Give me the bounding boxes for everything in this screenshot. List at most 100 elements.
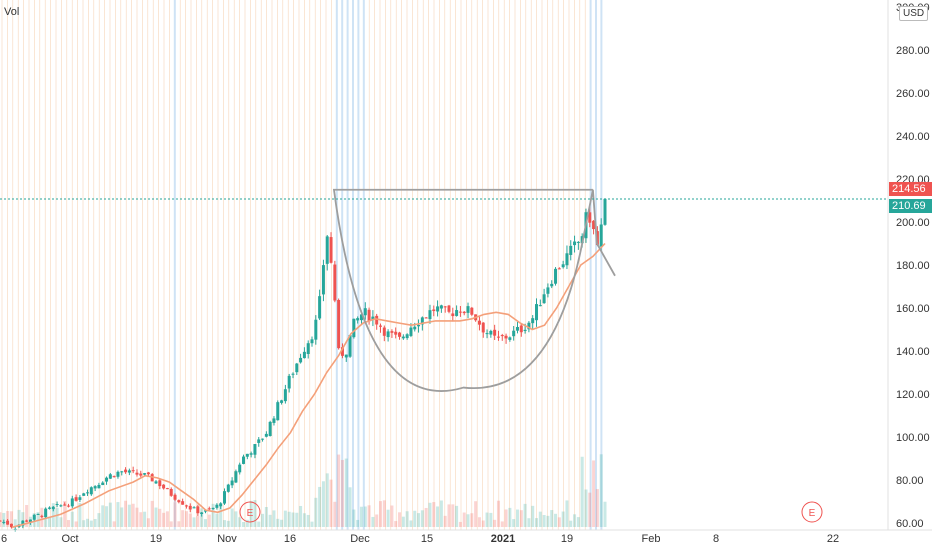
price-axis[interactable]: 60.00 80.00 100.00 120.00 140.00 160.00 180.00… <box>896 2 930 530</box>
candle-body <box>291 373 295 375</box>
candle-body <box>272 418 276 423</box>
volume-bar <box>146 518 150 527</box>
time-tick-label: 6 <box>1 533 7 545</box>
candle-body <box>390 331 394 333</box>
candle-body <box>314 319 318 340</box>
volume-bar <box>124 500 128 527</box>
candlesticks <box>0 198 607 532</box>
volume-bar <box>253 500 257 527</box>
earnings-marker-2[interactable]: E <box>801 501 823 523</box>
volume-bar <box>489 512 493 527</box>
volume-bar <box>527 518 531 527</box>
candle-body <box>13 528 17 530</box>
volume-bar <box>451 504 455 527</box>
volume-bar <box>515 509 519 527</box>
candle-body <box>382 327 386 336</box>
volume-bar <box>356 519 360 527</box>
volume-bar <box>135 507 139 527</box>
volume-bar <box>550 510 554 527</box>
candle-body <box>120 471 124 473</box>
candle-body <box>101 482 105 486</box>
time-axis[interactable]: 6 Oct 19 Nov 16 Dec 15 2021 19 Feb 8 22 <box>1 533 839 545</box>
candle-body <box>200 512 204 514</box>
price-tick-label: 180.00 <box>896 260 930 272</box>
earnings-marker-1[interactable]: E <box>239 501 261 523</box>
candle-body <box>379 325 383 327</box>
currency-badge[interactable]: USD <box>899 6 929 21</box>
candle-body <box>424 317 428 319</box>
volume-bar <box>603 501 607 527</box>
volume-bar <box>44 512 48 527</box>
time-tick-label: Feb <box>642 533 661 545</box>
candle-body <box>546 287 550 294</box>
candle-body <box>230 480 234 486</box>
candle-body <box>515 326 519 331</box>
volume-bar <box>78 502 82 527</box>
candle-body <box>124 469 128 473</box>
volume-bar <box>6 511 10 527</box>
time-tick-label: 2021 <box>491 533 515 545</box>
candle-body <box>222 491 226 504</box>
candle-body <box>405 334 409 339</box>
volume-bar <box>162 512 166 527</box>
candle-body <box>257 439 261 443</box>
price-tick-label: 160.00 <box>896 303 930 315</box>
volume-bar <box>576 517 580 527</box>
volume-bar <box>47 516 51 527</box>
candle-body <box>340 347 344 356</box>
volume-bar <box>21 512 25 527</box>
candle-body <box>47 507 51 509</box>
candle-body <box>329 237 333 263</box>
volume-bar <box>196 515 200 527</box>
volume-bar <box>169 521 173 527</box>
volume-bar <box>249 500 253 527</box>
volume-bar <box>405 511 409 527</box>
candle-body <box>417 325 421 327</box>
cup-and-handle-pattern[interactable] <box>332 188 616 392</box>
time-tick-label: Dec <box>350 533 370 545</box>
price-tick-label: 100.00 <box>896 432 930 444</box>
candle-body <box>493 329 497 336</box>
volume-bar <box>276 518 280 527</box>
candle-body <box>131 470 135 472</box>
candle-body <box>352 318 356 338</box>
candle-body <box>386 331 390 338</box>
volume-bar <box>447 504 451 527</box>
candle-body <box>436 306 440 312</box>
volume-bar <box>371 516 375 527</box>
candle-body <box>2 521 6 523</box>
volume-indicator-label[interactable]: Vol <box>4 6 20 18</box>
candle-body <box>485 333 489 335</box>
volume-bar <box>215 513 219 527</box>
candle-body <box>603 198 607 225</box>
price-tick-label: 140.00 <box>896 346 930 358</box>
candle-body <box>432 309 436 312</box>
volume-bar <box>203 519 207 527</box>
candle-body <box>28 519 32 523</box>
candle-body <box>184 505 188 507</box>
candle-body <box>523 329 527 332</box>
volume-bar <box>379 501 383 527</box>
volume-bar <box>390 505 394 527</box>
volume-bar <box>462 512 466 527</box>
candle-body <box>306 343 310 354</box>
candle-body <box>112 476 116 478</box>
candle-body <box>287 375 291 389</box>
volume-bar <box>542 515 546 527</box>
candle-body <box>458 311 462 313</box>
vertical-gridlines <box>1 0 603 530</box>
price-tick-label: 200.00 <box>896 217 930 229</box>
volume-bar <box>222 520 226 527</box>
candle-body <box>321 265 325 295</box>
volume-bar <box>287 511 291 527</box>
volume-bar <box>340 459 344 527</box>
volume-bar <box>531 505 535 527</box>
volume-bar <box>496 500 500 527</box>
candle-body <box>466 306 470 313</box>
volume-bar <box>82 520 86 527</box>
price-tick-label: 120.00 <box>896 389 930 401</box>
candle-body <box>89 487 93 495</box>
volume-bar <box>177 521 181 527</box>
candle-body <box>44 508 48 517</box>
